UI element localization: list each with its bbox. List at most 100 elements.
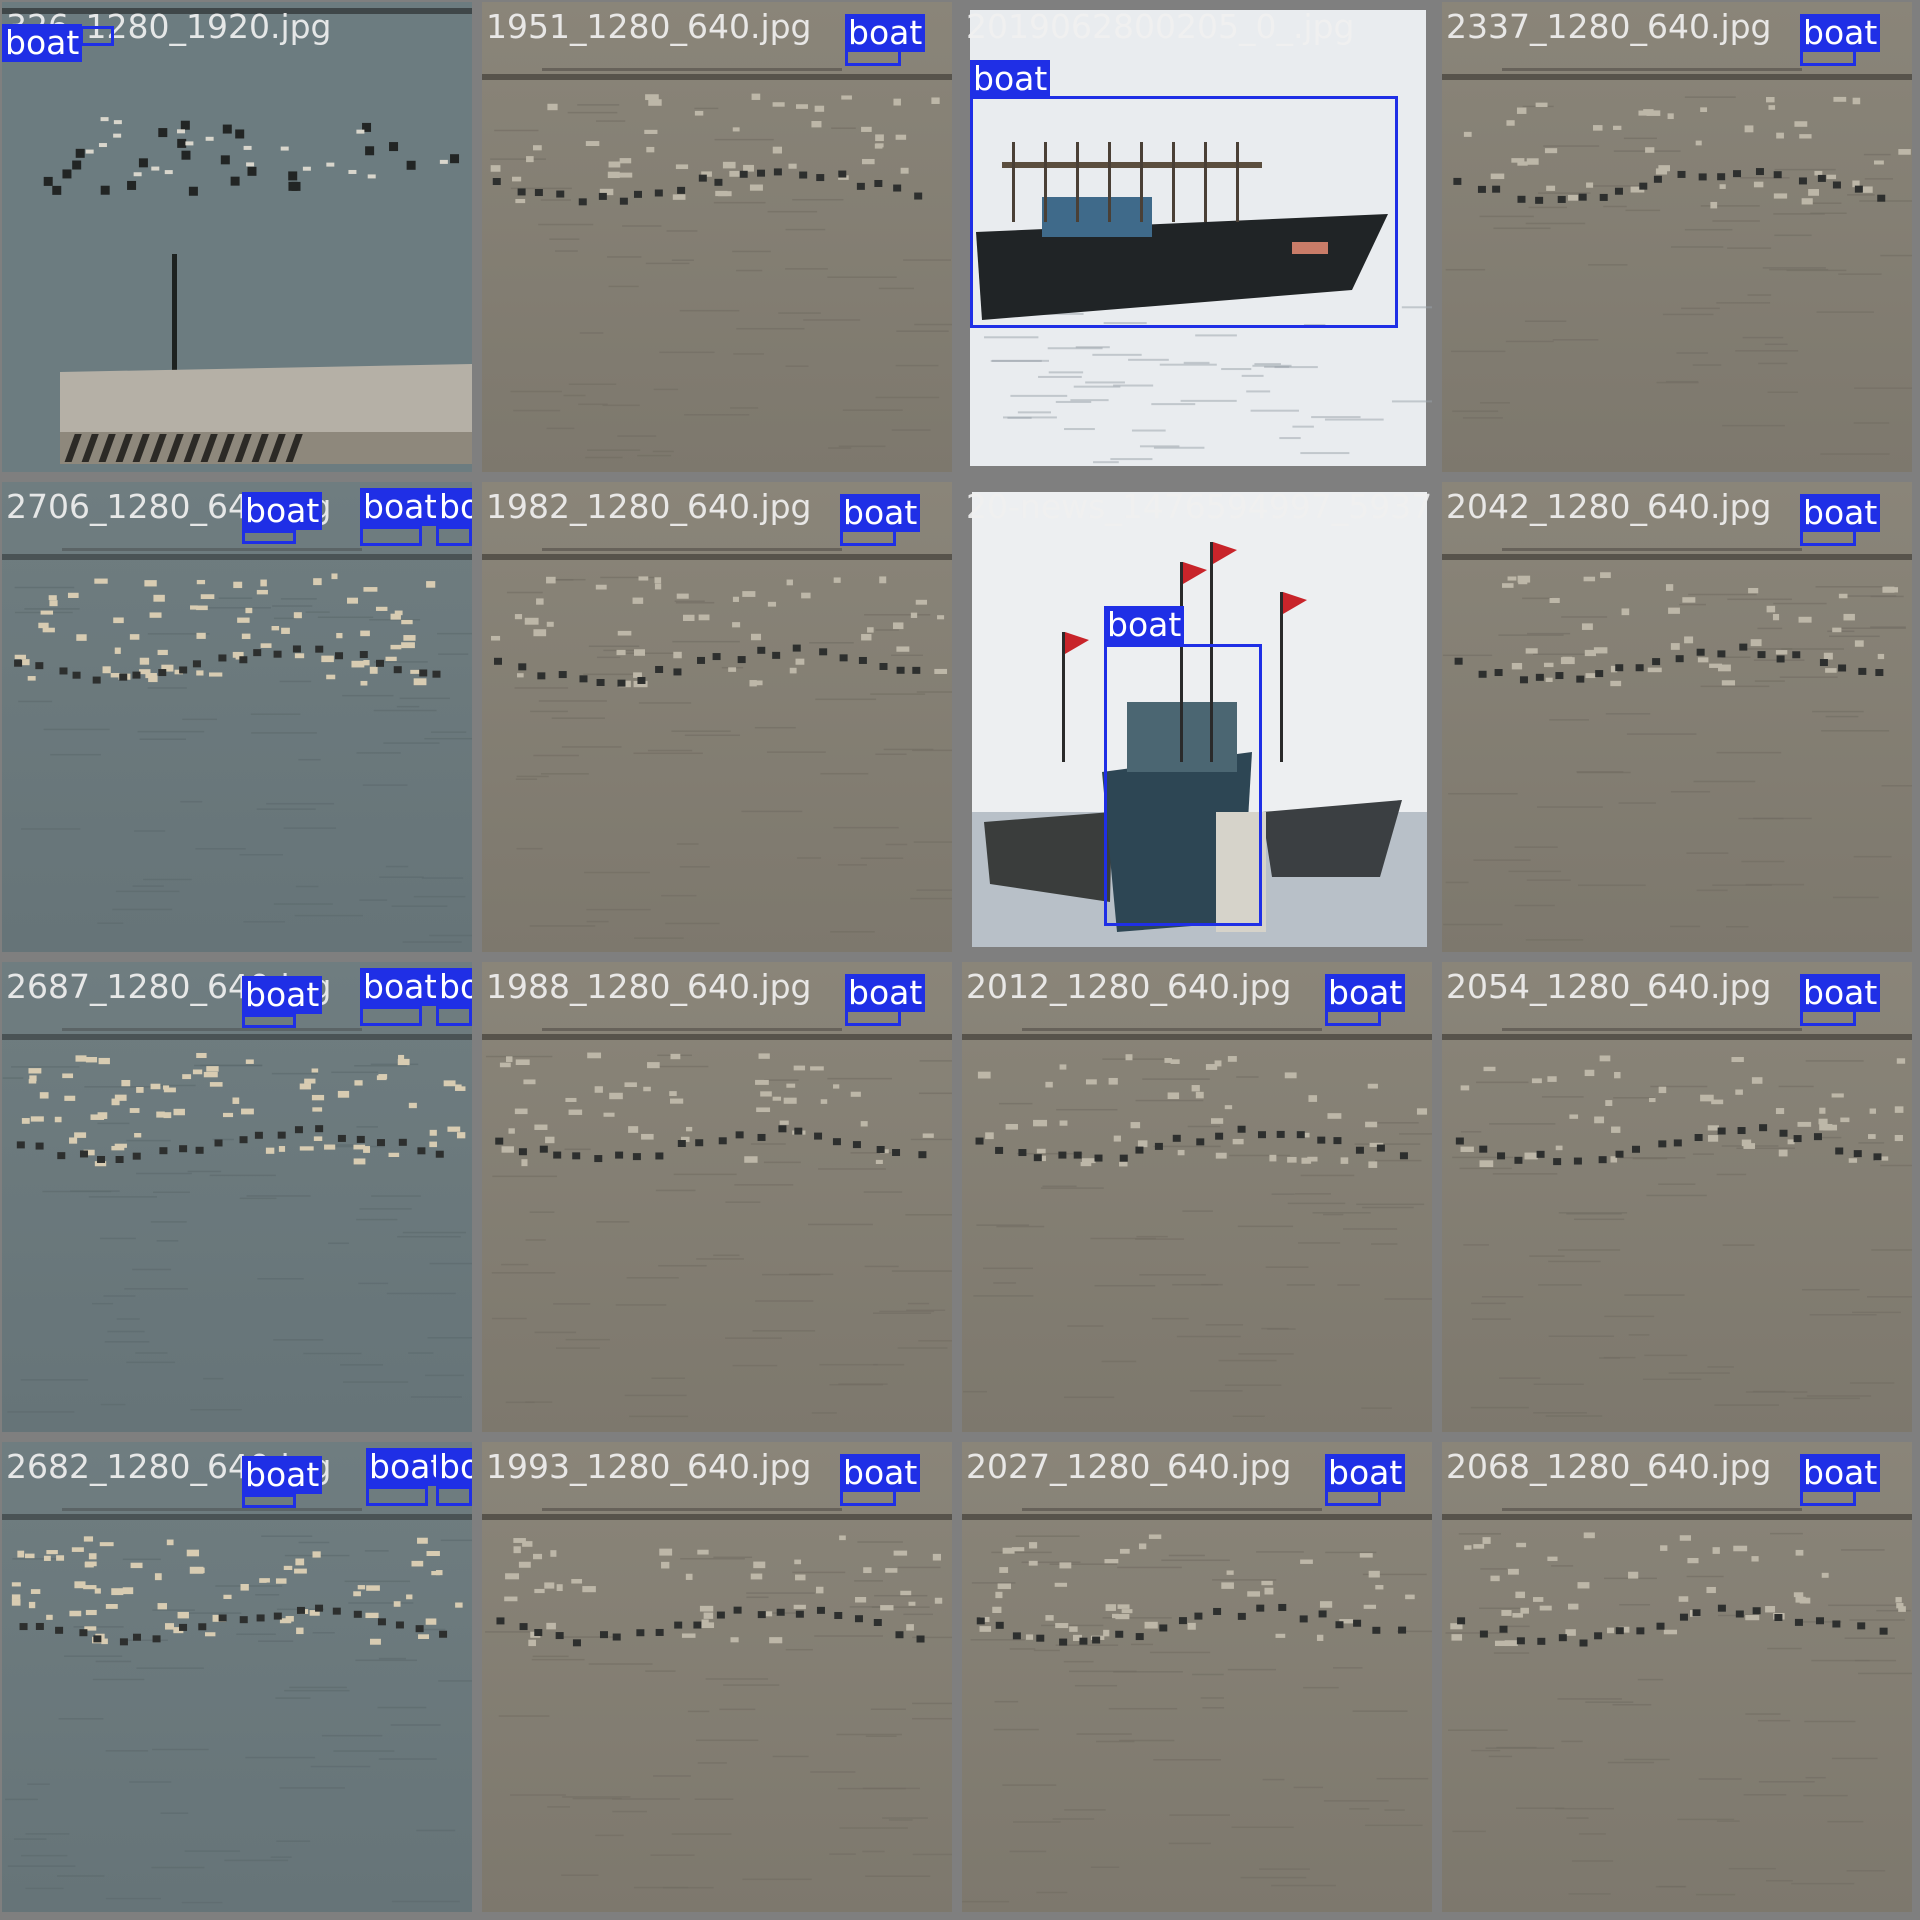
water-ripple xyxy=(359,899,388,901)
buoy-float xyxy=(595,584,607,590)
dark-buoy xyxy=(1553,1158,1562,1166)
sea-surface xyxy=(1442,962,1912,1432)
water-ripple xyxy=(132,1268,172,1271)
water-ripple xyxy=(1646,1194,1707,1197)
water-ripple xyxy=(151,1866,205,1869)
buoy-float xyxy=(148,675,158,683)
buoy-float xyxy=(661,1561,670,1569)
buoy-float xyxy=(302,166,311,171)
water-ripple xyxy=(124,1639,168,1642)
water-ripple xyxy=(390,1724,441,1726)
water-ripple xyxy=(378,1758,437,1760)
buoy-float xyxy=(174,669,184,675)
dark-buoy xyxy=(1558,1634,1567,1642)
dark-buoy xyxy=(1296,1131,1305,1139)
dark-buoy xyxy=(1717,1127,1726,1135)
dark-buoy xyxy=(757,1133,766,1141)
water-ripple xyxy=(1637,1678,1664,1681)
buoy-float xyxy=(1751,1556,1759,1562)
dark-buoy xyxy=(35,1622,44,1630)
water-ripple xyxy=(672,640,740,643)
mast xyxy=(1062,632,1065,762)
buoy-float xyxy=(443,1080,456,1087)
buoy-float xyxy=(411,1560,424,1567)
buoy-float xyxy=(363,660,370,666)
buoy-float xyxy=(177,1611,189,1619)
dark-buoy xyxy=(19,1623,28,1631)
buoy-float xyxy=(1751,1077,1763,1084)
detection-label: boat xyxy=(840,494,921,532)
dark-buoy xyxy=(127,180,137,190)
sea-surface xyxy=(482,482,952,952)
water-ripple xyxy=(662,1886,714,1889)
buoy-float xyxy=(767,601,777,607)
buoy-float xyxy=(1365,1121,1378,1128)
buoy-float xyxy=(880,1605,894,1611)
water-ripple xyxy=(1603,1356,1636,1359)
water-ripple xyxy=(596,1221,630,1223)
detection-box xyxy=(242,1494,296,1508)
dark-buoy xyxy=(315,1125,324,1133)
dark-buoy xyxy=(1555,672,1564,680)
buoy-float xyxy=(1460,1146,1474,1152)
buoy-float xyxy=(1363,1604,1377,1609)
water-ripple xyxy=(1218,1359,1277,1362)
buoy-float xyxy=(1028,1560,1038,1566)
water-ripple xyxy=(1533,1412,1587,1414)
dark-buoy xyxy=(1215,1132,1224,1140)
water-ripple xyxy=(236,1633,276,1636)
dark-buoy xyxy=(677,186,686,194)
buoy-float xyxy=(154,1573,162,1581)
water-ripple xyxy=(839,1827,908,1829)
buoy-float xyxy=(850,1091,861,1097)
dark-buoy xyxy=(1178,1617,1187,1625)
water-ripple xyxy=(20,1379,89,1381)
dark-buoy xyxy=(856,182,865,190)
water-ripple xyxy=(865,1875,931,1877)
dark-buoy xyxy=(62,169,72,179)
water-ripple xyxy=(1555,1807,1614,1810)
buoy-float xyxy=(397,1058,410,1066)
water-ripple xyxy=(865,1735,897,1737)
water-ripple xyxy=(385,865,409,868)
water-ripple xyxy=(829,1383,884,1386)
buoy-float xyxy=(1482,1537,1491,1544)
buoy-float xyxy=(337,1090,350,1098)
buoy-float xyxy=(1638,110,1651,116)
dark-buoy xyxy=(1793,1135,1802,1143)
buoy-float xyxy=(908,1601,916,1606)
buoy-float xyxy=(196,632,206,639)
water-ripple xyxy=(1764,343,1788,346)
detection-label: boat xyxy=(242,976,323,1014)
water-ripple xyxy=(870,693,926,695)
dark-buoy xyxy=(1135,1146,1144,1154)
dark-buoy xyxy=(816,174,825,182)
water-ripple xyxy=(310,1765,371,1768)
buoy-float xyxy=(517,673,524,678)
buoy-float xyxy=(896,646,910,652)
mast xyxy=(1180,562,1183,762)
water-ripple xyxy=(1189,1390,1243,1392)
water-ripple xyxy=(1069,1670,1137,1673)
buoy-float xyxy=(278,1146,286,1152)
water-ripple xyxy=(1859,200,1912,202)
water-ripple xyxy=(1573,1218,1625,1221)
water-ripple xyxy=(1362,1206,1414,1209)
buoy-float xyxy=(861,126,872,132)
dark-buoy xyxy=(377,1618,386,1626)
buoy-float xyxy=(728,667,737,672)
water-ripple xyxy=(1473,859,1531,861)
dark-buoy xyxy=(637,676,646,684)
water-ripple xyxy=(1688,593,1757,596)
water-ripple xyxy=(1864,178,1894,180)
dark-buoy xyxy=(1172,1134,1181,1142)
buoy-float xyxy=(121,1079,131,1087)
buoy-float xyxy=(1215,1152,1227,1159)
buoy-float xyxy=(1368,1161,1378,1168)
detection-label: boat xyxy=(840,1454,921,1492)
wave-streak xyxy=(1401,306,1432,309)
hazard-stripe xyxy=(285,434,303,462)
water-ripple xyxy=(767,210,818,213)
buoy-float xyxy=(779,1120,789,1125)
buoy-float xyxy=(336,632,343,639)
